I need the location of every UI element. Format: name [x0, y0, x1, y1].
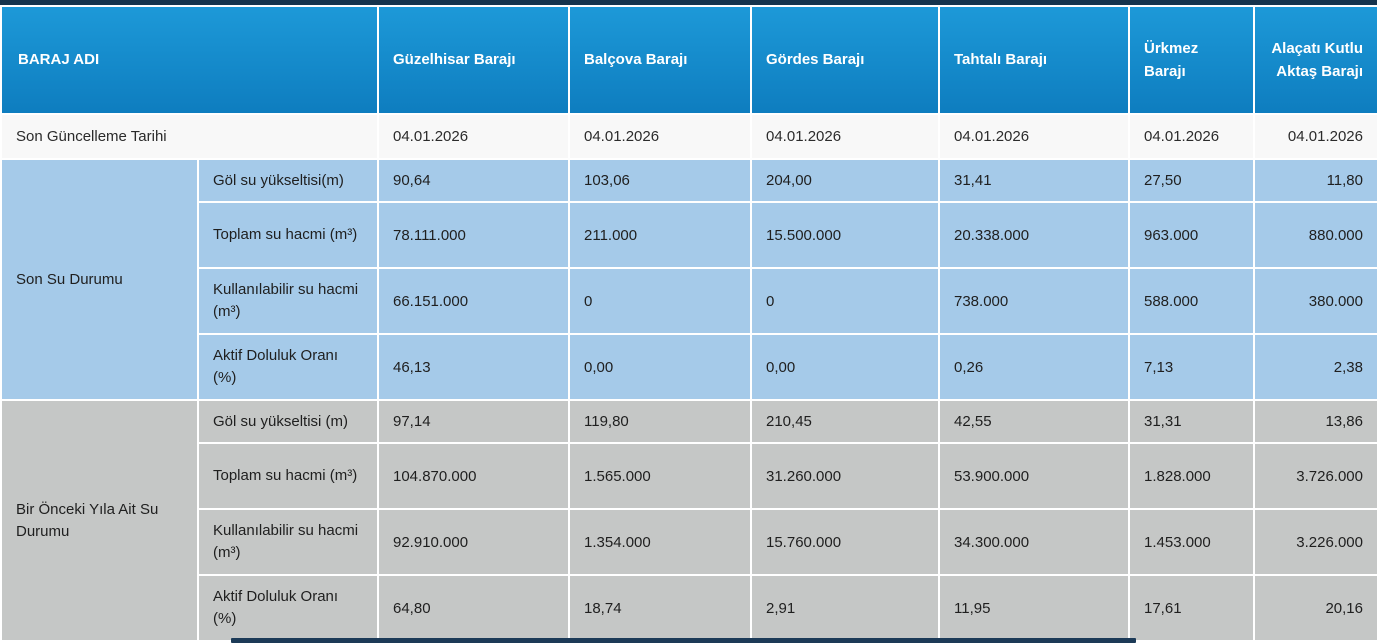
value-cell: 27,50 [1128, 158, 1255, 203]
metric-label: Toplam su hacmi (m³) [197, 201, 379, 269]
update-date-row: Son Güncelleme Tarihi 04.01.2026 04.01.2… [0, 113, 1377, 160]
table-row: Son Su Durumu Göl su yükseltisi(m) 90,64… [0, 158, 1377, 401]
value-cell: 880.000 [1253, 201, 1377, 269]
table-row: Toplam su hacmi (m³) 78.111.000 211.000 … [1, 201, 1377, 269]
col-header-gordes: Gördes Barajı [750, 5, 940, 115]
dam-status-table: BARAJ ADI Güzelhisar Barajı Balçova Bara… [0, 5, 1377, 642]
update-date-value: 04.01.2026 [938, 113, 1130, 160]
value-cell: 1.828.000 [1128, 442, 1255, 510]
value-cell: 119,80 [568, 399, 752, 444]
metric-label: Aktif Doluluk Oranı (%) [197, 333, 379, 401]
value-cell: 380.000 [1253, 267, 1377, 335]
value-cell: 204,00 [750, 158, 940, 203]
col-header-urkmez: Ürkmez Barajı [1128, 5, 1255, 115]
top-border-bar [0, 0, 1377, 5]
value-cell: 738.000 [938, 267, 1130, 335]
value-cell: 31.260.000 [750, 442, 940, 510]
col-header-alacati: Alaçatı Kutlu Aktaş Barajı [1253, 5, 1377, 115]
value-cell: 13,86 [1253, 399, 1377, 444]
value-cell: 104.870.000 [377, 442, 570, 510]
value-cell: 78.111.000 [377, 201, 570, 269]
value-cell: 46,13 [377, 333, 570, 401]
value-cell: 588.000 [1128, 267, 1255, 335]
update-date-value: 04.01.2026 [1128, 113, 1255, 160]
update-date-value: 04.01.2026 [377, 113, 570, 160]
value-cell: 0,00 [568, 333, 752, 401]
value-cell: 42,55 [938, 399, 1130, 444]
value-cell: 18,74 [568, 574, 752, 642]
update-date-value: 04.01.2026 [1253, 113, 1377, 160]
metric-label: Kullanılabilir su hacmi (m³) [197, 267, 379, 335]
table-row: Kullanılabilir su hacmi (m³) 66.151.000 … [1, 267, 1377, 335]
value-cell: 64,80 [377, 574, 570, 642]
table-row: Kullanılabilir su hacmi (m³) 92.910.000 … [1, 508, 1377, 576]
metric-label: Göl su yükseltisi (m) [197, 399, 379, 444]
value-cell: 31,41 [938, 158, 1130, 203]
value-cell: 11,80 [1253, 158, 1377, 203]
value-cell: 0 [568, 267, 752, 335]
value-cell: 90,64 [377, 158, 570, 203]
value-cell: 1.453.000 [1128, 508, 1255, 576]
value-cell: 210,45 [750, 399, 940, 444]
value-cell: 66.151.000 [377, 267, 570, 335]
value-cell: 3.726.000 [1253, 442, 1377, 510]
section-label-recent: Son Su Durumu [0, 158, 199, 401]
value-cell: 1.565.000 [568, 442, 752, 510]
update-date-value: 04.01.2026 [568, 113, 752, 160]
value-cell: 7,13 [1128, 333, 1255, 401]
col-header-tahtali: Tahtalı Barajı [938, 5, 1130, 115]
metric-label: Göl su yükseltisi(m) [197, 158, 379, 203]
value-cell: 963.000 [1128, 201, 1255, 269]
table-row: Toplam su hacmi (m³) 104.870.000 1.565.0… [1, 442, 1377, 510]
value-cell: 2,38 [1253, 333, 1377, 401]
metric-label: Kullanılabilir su hacmi (m³) [197, 508, 379, 576]
value-cell: 15.500.000 [750, 201, 940, 269]
table-header-row: BARAJ ADI Güzelhisar Barajı Balçova Bara… [0, 5, 1377, 115]
value-cell: 3.226.000 [1253, 508, 1377, 576]
value-cell: 34.300.000 [938, 508, 1130, 576]
metric-label: Aktif Doluluk Oranı (%) [197, 574, 379, 642]
section-label-previous: Bir Önceki Yıla Ait Su Durumu [0, 399, 199, 642]
value-cell: 20,16 [1253, 574, 1377, 642]
value-cell: 211.000 [568, 201, 752, 269]
update-date-value: 04.01.2026 [750, 113, 940, 160]
value-cell: 1.354.000 [568, 508, 752, 576]
value-cell: 0,00 [750, 333, 940, 401]
value-cell: 20.338.000 [938, 201, 1130, 269]
value-cell: 31,31 [1128, 399, 1255, 444]
value-cell: 53.900.000 [938, 442, 1130, 510]
metric-label: Toplam su hacmi (m³) [197, 442, 379, 510]
col-header-baraj-adi: BARAJ ADI [0, 5, 379, 115]
table-row: Aktif Doluluk Oranı (%) 46,13 0,00 0,00 … [1, 333, 1377, 401]
value-cell: 17,61 [1128, 574, 1255, 642]
value-cell: 2,91 [750, 574, 940, 642]
col-header-balcova: Balçova Barajı [568, 5, 752, 115]
table-row: Bir Önceki Yıla Ait Su Durumu Göl su yük… [0, 399, 1377, 642]
update-date-label: Son Güncelleme Tarihi [0, 113, 379, 160]
value-cell: 92.910.000 [377, 508, 570, 576]
value-cell: 103,06 [568, 158, 752, 203]
value-cell: 0,26 [938, 333, 1130, 401]
horizontal-scrollbar[interactable] [231, 638, 1136, 643]
table-row: Aktif Doluluk Oranı (%) 64,80 18,74 2,91… [1, 574, 1377, 642]
value-cell: 15.760.000 [750, 508, 940, 576]
value-cell: 0 [750, 267, 940, 335]
value-cell: 11,95 [938, 574, 1130, 642]
value-cell: 97,14 [377, 399, 570, 444]
col-header-guzelhisar: Güzelhisar Barajı [377, 5, 570, 115]
